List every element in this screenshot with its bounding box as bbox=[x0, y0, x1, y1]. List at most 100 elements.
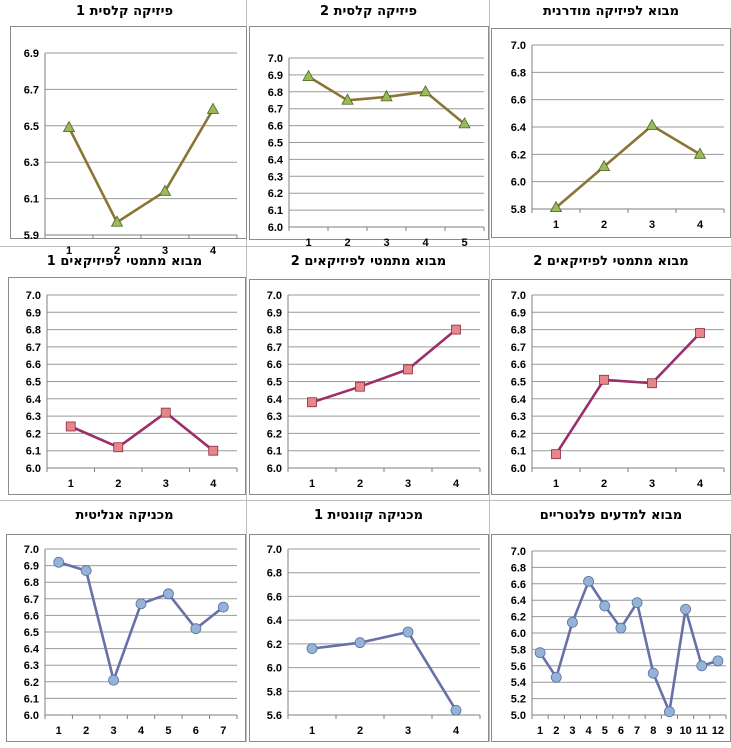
y-tick-label: 6.2 bbox=[26, 428, 41, 440]
x-tick-label: 3 bbox=[649, 219, 655, 231]
chart-panel-1: פיזיקה קלסית 1 5.9 6.1 6.3 6.5 6.7 6.9 1 2 3 4 bbox=[4, 0, 247, 257]
y-tick-label: 6.3 bbox=[267, 411, 282, 423]
x-tick-label: 2 bbox=[115, 478, 121, 490]
y-tick-label: 6.8 bbox=[511, 67, 526, 79]
x-tick-label: 1 bbox=[553, 219, 559, 231]
x-tick-label: 1 bbox=[553, 478, 559, 490]
plot-area: 6.0 6.1 6.2 6.3 6.4 6.5 6.6 6.7 6.8 6.9 7.0 1 2 3 4 bbox=[8, 277, 246, 495]
x-tick-label: 11 bbox=[696, 725, 708, 737]
series-line bbox=[311, 630, 458, 711]
data-point bbox=[402, 626, 414, 638]
x-tick-label: 1 bbox=[56, 725, 62, 737]
y-tick-label: 6.8 bbox=[267, 568, 282, 580]
x-tick-label: 1 bbox=[537, 725, 543, 737]
y-tick-label: 6.8 bbox=[26, 325, 41, 337]
x-tick-label: 8 bbox=[650, 725, 656, 737]
x-tick-label: 3 bbox=[111, 725, 117, 737]
data-point bbox=[306, 643, 318, 654]
data-point bbox=[206, 102, 220, 114]
data-point bbox=[631, 597, 643, 609]
y-tick-label: 6.7 bbox=[26, 342, 41, 354]
y-tick-label: 6.4 bbox=[511, 595, 527, 607]
x-tick-label: 12 bbox=[712, 725, 724, 737]
y-tick-label: 6.0 bbox=[267, 463, 282, 475]
line-chart-svg: 6.0 6.1 6.2 6.3 6.4 6.5 6.6 6.7 6.8 6.9 7.0 1 2 3 4 bbox=[26, 290, 238, 490]
chart-panel-5: מבוא מתמטי לפיזיקאים 2 6.0 6.1 6.2 6.3 6.4 6.5… bbox=[249, 250, 489, 495]
chart-panel-4: מבוא מתמטי לפיזיקאים 1 6.0 6.1 6.2 6.3 6.4 6.5… bbox=[4, 250, 246, 495]
y-tick-label: 6.3 bbox=[268, 171, 283, 183]
y-tick-label: 6.3 bbox=[511, 411, 526, 423]
data-point bbox=[693, 147, 707, 159]
x-tick-label: 3 bbox=[569, 725, 575, 737]
y-tick-label: 6.0 bbox=[511, 463, 526, 475]
data-point bbox=[53, 556, 65, 568]
plot-area: 6.0 6.1 6.2 6.3 6.4 6.5 6.6 6.7 6.8 6.9 7.0 1 2 3 4 bbox=[249, 279, 489, 495]
x-tick-label: 2 bbox=[601, 478, 607, 490]
y-tick-label: 6.9 bbox=[24, 561, 39, 573]
x-tick-label: 4 bbox=[586, 725, 593, 737]
y-tick-label: 5.8 bbox=[511, 204, 526, 216]
data-point bbox=[419, 84, 432, 97]
y-tick-label: 6.2 bbox=[511, 149, 526, 161]
y-tick-label: 5.8 bbox=[511, 644, 526, 656]
y-tick-label: 7.0 bbox=[26, 290, 41, 302]
y-tick-label: 6.8 bbox=[511, 325, 526, 337]
y-tick-label: 6.1 bbox=[24, 693, 39, 705]
y-tick-label: 5.8 bbox=[267, 686, 282, 698]
y-tick-label: 6.5 bbox=[268, 138, 283, 150]
y-tick-label: 7.0 bbox=[511, 40, 526, 52]
y-tick-label: 7.0 bbox=[24, 544, 39, 556]
y-tick-label: 6.8 bbox=[511, 562, 526, 574]
x-tick-label: 1 bbox=[305, 237, 311, 249]
y-tick-label: 6.4 bbox=[267, 394, 283, 406]
y-tick-label: 6.0 bbox=[267, 663, 282, 675]
y-tick-label: 6.2 bbox=[267, 639, 282, 651]
x-tick-label: 9 bbox=[666, 725, 672, 737]
data-point bbox=[108, 674, 119, 686]
plot-area: 5.9 6.1 6.3 6.5 6.7 6.9 1 2 3 4 bbox=[10, 26, 247, 257]
data-point bbox=[599, 374, 609, 385]
x-tick-label: 4 bbox=[697, 219, 704, 231]
y-tick-label: 6.0 bbox=[511, 628, 526, 640]
data-point bbox=[458, 117, 471, 129]
y-tick-label: 6.1 bbox=[511, 446, 526, 458]
y-tick-label: 6.0 bbox=[268, 222, 283, 234]
y-tick-label: 6.7 bbox=[268, 104, 283, 116]
data-point bbox=[712, 655, 724, 667]
x-tick-label: 5 bbox=[165, 725, 171, 737]
y-tick-label: 5.6 bbox=[511, 661, 526, 673]
series-line bbox=[67, 108, 215, 224]
y-tick-label: 7.0 bbox=[267, 544, 282, 556]
x-tick-label: 4 bbox=[138, 725, 145, 737]
x-tick-label: 4 bbox=[453, 725, 460, 737]
y-tick-label: 6.1 bbox=[268, 205, 283, 217]
data-point bbox=[597, 159, 611, 172]
series-line bbox=[58, 561, 225, 682]
y-tick-label: 6.1 bbox=[267, 446, 282, 458]
data-point bbox=[302, 69, 315, 81]
data-point bbox=[135, 598, 147, 610]
line-chart-svg: 6.0 6.1 6.2 6.3 6.4 6.5 6.6 6.7 6.8 6.9 7.0 1 2 3 4 bbox=[267, 290, 481, 490]
y-tick-label: 6.1 bbox=[26, 446, 41, 458]
y-tick-label: 7.0 bbox=[267, 290, 282, 302]
y-tick-label: 5.6 bbox=[267, 710, 282, 722]
y-tick-label: 6.9 bbox=[26, 307, 41, 319]
x-tick-label: 3 bbox=[405, 478, 411, 490]
y-tick-label: 6.3 bbox=[24, 660, 39, 672]
plot-area: 5.0 5.2 5.4 5.6 5.8 6.0 6.2 6.4 6.6 6.8 7.0 1 2 3 4 5 6 7… bbox=[491, 534, 731, 742]
y-tick-label: 6.5 bbox=[511, 377, 526, 389]
y-tick-label: 5.9 bbox=[24, 230, 39, 242]
data-point bbox=[583, 575, 594, 587]
x-tick-label: 10 bbox=[679, 725, 691, 737]
x-tick-label: 4 bbox=[453, 478, 460, 490]
data-point bbox=[680, 603, 691, 615]
line-chart-svg: 5.8 6.0 6.2 6.4 6.6 6.8 7.0 1 2 3 4 bbox=[511, 40, 725, 231]
column-separator-1 bbox=[246, 0, 247, 742]
y-tick-label: 6.7 bbox=[267, 342, 282, 354]
data-point bbox=[80, 565, 92, 576]
data-point bbox=[647, 378, 657, 389]
y-tick-label: 6.7 bbox=[24, 594, 39, 606]
data-point bbox=[549, 200, 563, 213]
y-tick-label: 6.6 bbox=[267, 591, 282, 603]
chart-title: מבוא לפיזיקה מודרנית bbox=[542, 4, 680, 19]
